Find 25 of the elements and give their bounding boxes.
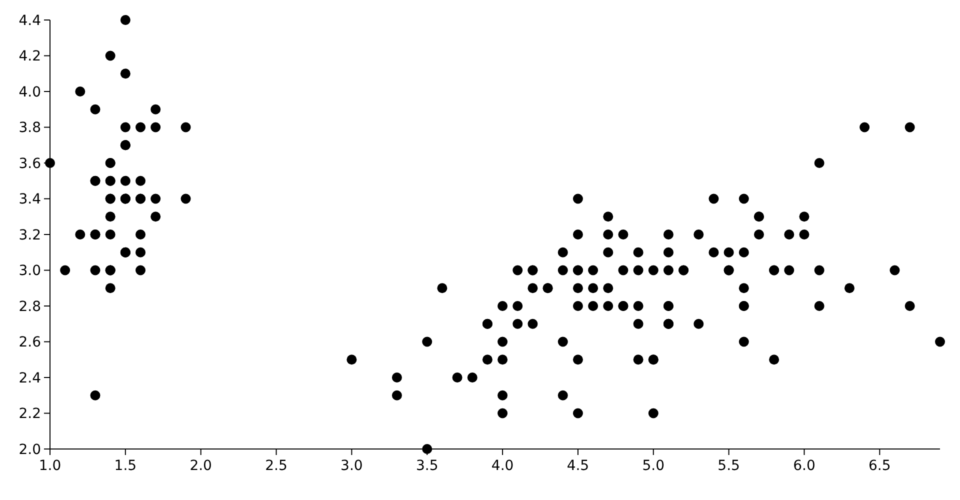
- y-tick-label: 3.6: [18, 156, 42, 172]
- y-tick-label: 3.4: [18, 192, 42, 208]
- y-tick-label: 3.0: [18, 263, 41, 280]
- y-tick-label: 4.0: [18, 84, 41, 100]
- x-tick-label: 5.5: [718, 458, 740, 474]
- x-tick-label: 1.0: [38, 458, 62, 474]
- x-tick-label: 3.0: [340, 458, 363, 474]
- y-tick-label: 3.8: [18, 120, 41, 136]
- x-tick-label: 6.5: [868, 458, 891, 474]
- y-tick-label: 4.2: [18, 48, 41, 65]
- x-tick-label: 6.0: [793, 458, 816, 474]
- x-tick-label: 4.5: [566, 458, 590, 474]
- y-tick-label: 2.2: [18, 406, 41, 422]
- y-tick-label: 2.0: [18, 442, 41, 458]
- x-tick-label: 4.0: [491, 458, 514, 474]
- x-tick-label: 2.5: [265, 458, 288, 474]
- x-tick-label: 3.5: [416, 458, 438, 474]
- y-tick-label: 2.4: [18, 370, 42, 386]
- x-tick-label: 5.0: [642, 458, 665, 474]
- y-tick-label: 2.8: [18, 298, 41, 315]
- y-tick-label: 4.4: [18, 12, 42, 29]
- y-tick-label: 2.6: [18, 334, 42, 351]
- x-tick-label: 2.0: [190, 458, 212, 474]
- y-tick-label: 3.2: [18, 227, 41, 244]
- x-tick-label: 1.5: [114, 458, 137, 474]
